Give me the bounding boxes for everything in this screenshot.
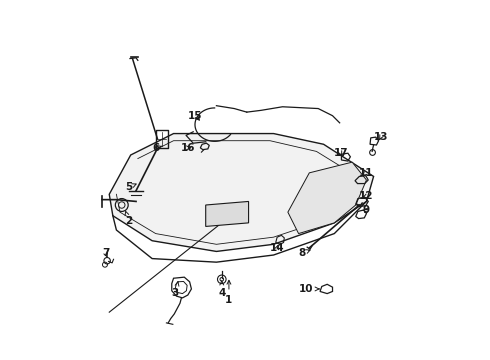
Text: 16: 16 <box>181 143 195 153</box>
Text: 7: 7 <box>102 248 109 258</box>
Text: 13: 13 <box>373 132 388 142</box>
Text: 17: 17 <box>333 148 348 158</box>
Polygon shape <box>206 202 248 226</box>
Text: 1: 1 <box>225 280 233 305</box>
Text: 5: 5 <box>125 182 136 192</box>
Text: 15: 15 <box>188 111 202 121</box>
Text: 11: 11 <box>359 168 373 178</box>
Text: 8: 8 <box>298 248 310 258</box>
Polygon shape <box>109 134 373 251</box>
Text: 4: 4 <box>218 281 225 297</box>
Text: 14: 14 <box>270 243 285 253</box>
Text: 6: 6 <box>152 143 162 153</box>
Polygon shape <box>288 162 367 234</box>
Text: 2: 2 <box>125 211 132 226</box>
Text: 9: 9 <box>363 205 370 215</box>
Text: 3: 3 <box>172 282 179 297</box>
Text: 10: 10 <box>298 284 319 294</box>
Text: 12: 12 <box>359 191 374 201</box>
